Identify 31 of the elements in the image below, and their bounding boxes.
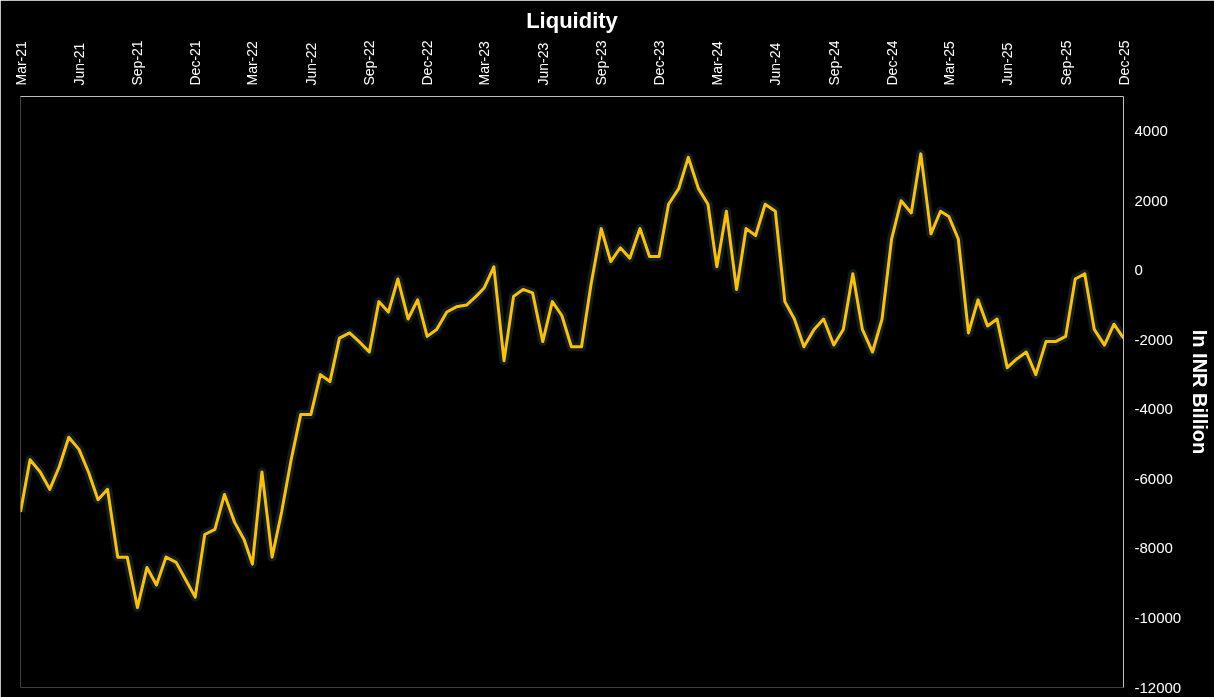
y-tick-label: 4000 <box>1134 122 1168 140</box>
y-tick-label: -4000 <box>1134 400 1173 418</box>
x-tick-label: Sep-23 <box>593 40 610 86</box>
x-tick-label: Sep-22 <box>361 40 378 86</box>
x-tick-label: Mar-23 <box>476 40 493 86</box>
x-tick-label: Dec-25 <box>1115 40 1132 86</box>
x-tick-label: Jun-22 <box>302 42 319 86</box>
y-tick-label: 0 <box>1134 261 1143 279</box>
x-tick-label: Mar-25 <box>940 40 957 86</box>
x-tick-label: Jun-21 <box>70 42 87 86</box>
x-tick-label: Sep-24 <box>825 40 842 86</box>
chart-title: Liquidity <box>526 7 619 33</box>
x-tick-label: Jun-23 <box>534 42 551 86</box>
x-tick-label: Dec-22 <box>419 40 436 86</box>
x-tick-label: Dec-23 <box>651 40 668 86</box>
x-tick-label: Sep-25 <box>1057 40 1074 86</box>
x-tick-label: Dec-24 <box>883 40 900 86</box>
x-tick-label: Jun-25 <box>999 42 1016 86</box>
y-axis-title: In INR Billion <box>1189 329 1212 455</box>
x-tick-label: Sep-21 <box>129 40 146 86</box>
x-tick-label: Mar-24 <box>708 40 725 86</box>
y-tick-label: -8000 <box>1134 539 1173 557</box>
y-tick-label: -10000 <box>1134 608 1182 626</box>
x-tick-label: Mar-22 <box>244 40 261 86</box>
y-tick-label: 2000 <box>1134 191 1168 209</box>
x-tick-label: Jun-24 <box>767 42 784 86</box>
y-tick-label: -12000 <box>1134 678 1182 696</box>
y-tick-label: -2000 <box>1134 330 1173 348</box>
x-tick-label: Mar-21 <box>12 40 29 86</box>
y-tick-label: -6000 <box>1134 469 1173 487</box>
x-tick-label: Dec-21 <box>187 40 204 86</box>
